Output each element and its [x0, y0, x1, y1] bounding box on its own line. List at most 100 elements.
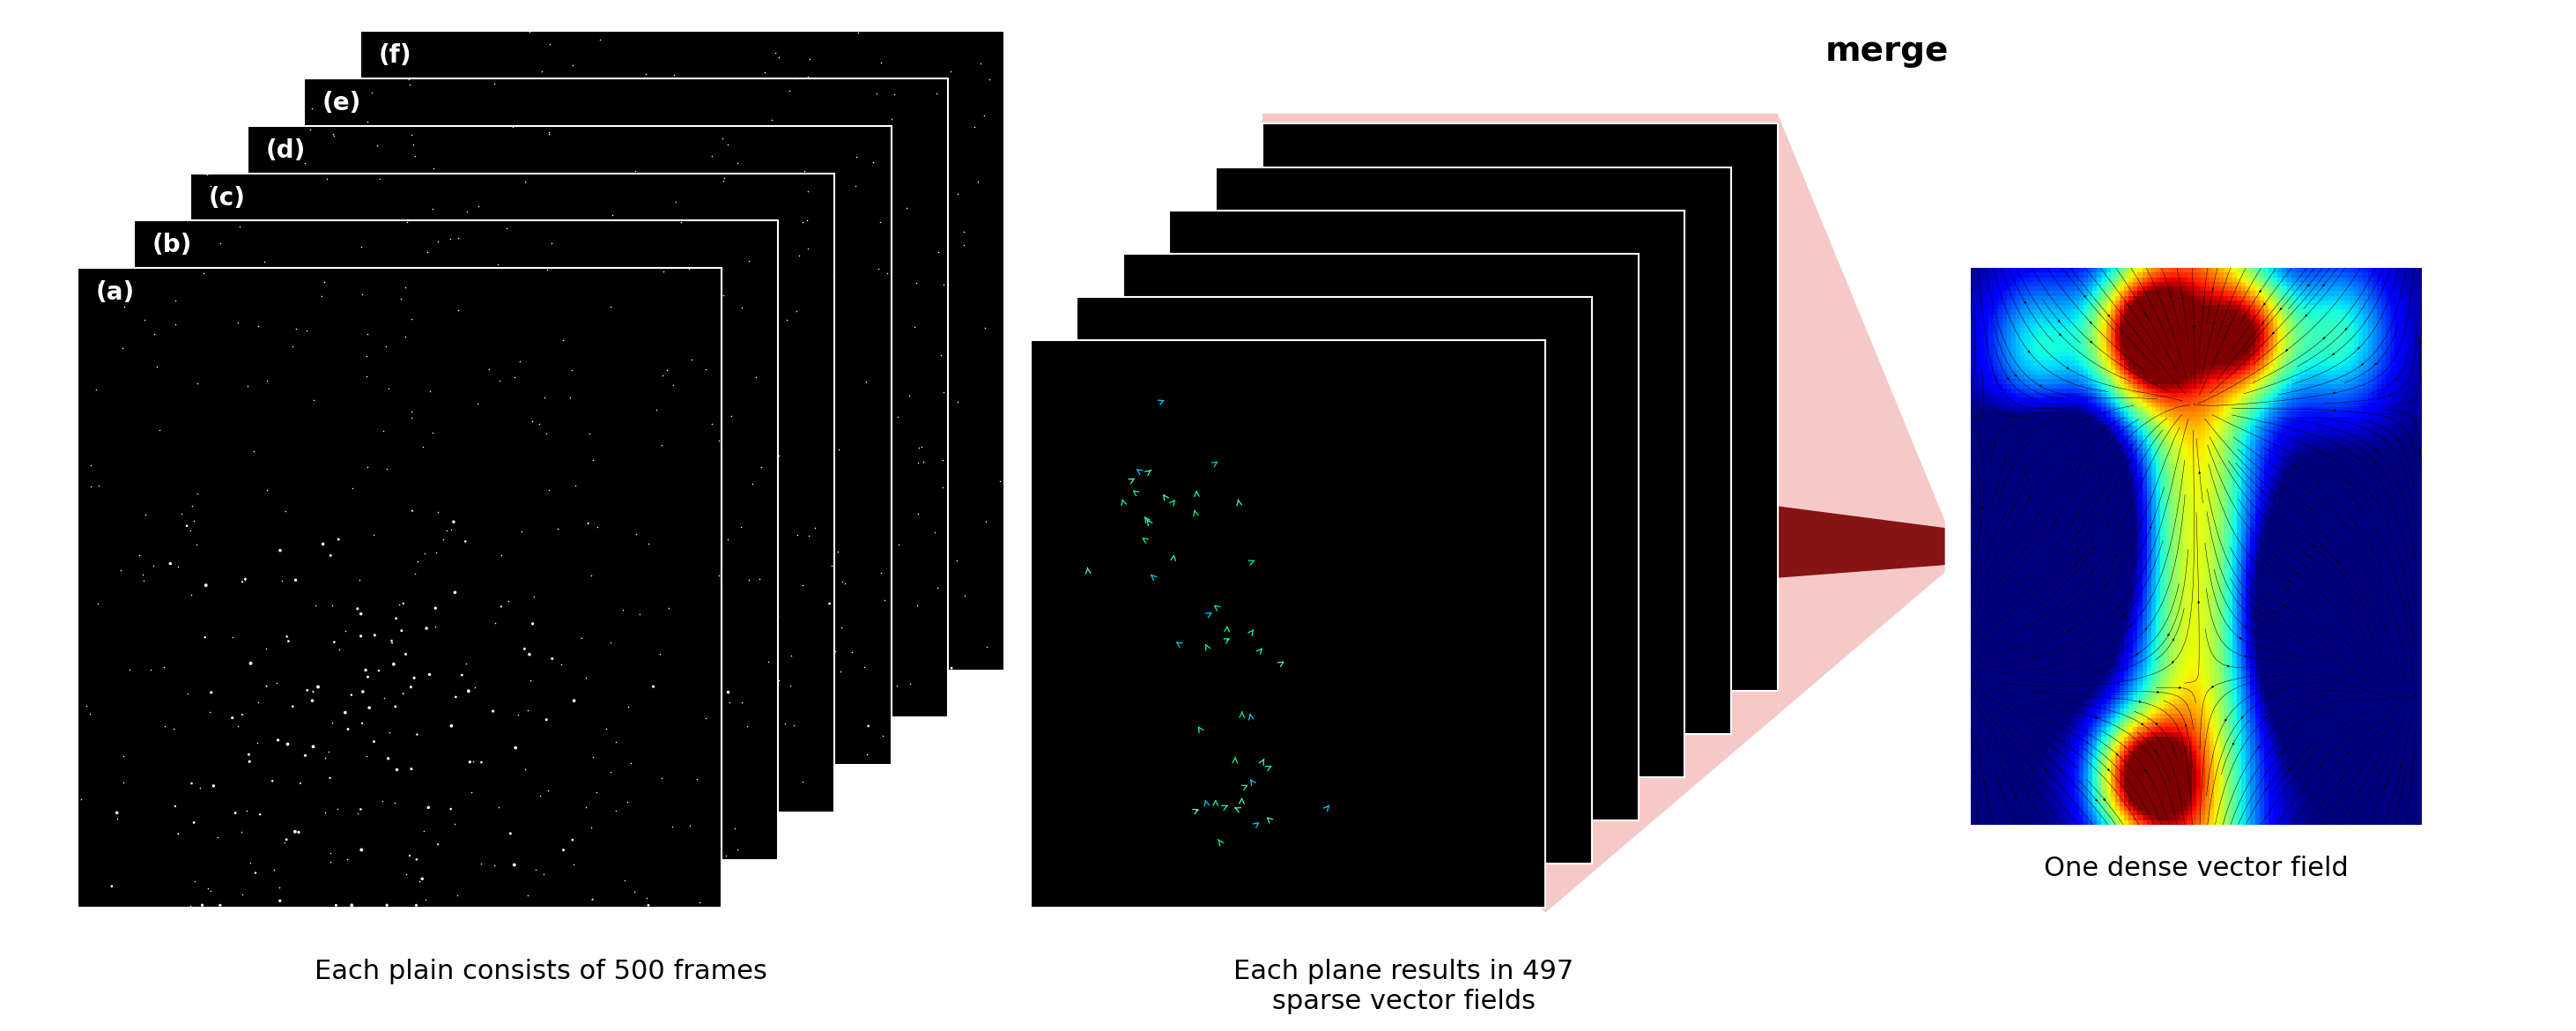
- Point: [711, 401, 752, 418]
- Point: [647, 362, 688, 378]
- Point: [502, 325, 544, 341]
- Point: [734, 345, 775, 362]
- Point: [392, 420, 433, 436]
- Point: [652, 612, 693, 629]
- Point: [621, 134, 662, 151]
- Point: [281, 560, 322, 576]
- Point: [724, 691, 765, 707]
- Point: [683, 260, 724, 276]
- Point: [317, 460, 358, 476]
- Point: [590, 643, 631, 660]
- Point: [752, 775, 793, 792]
- Point: [376, 267, 417, 284]
- Point: [435, 850, 477, 866]
- Point: [482, 546, 523, 563]
- Point: [662, 572, 703, 589]
- Point: [332, 404, 374, 421]
- Point: [917, 244, 958, 261]
- Point: [353, 760, 394, 776]
- Point: [489, 418, 531, 434]
- Point: [616, 707, 657, 724]
- Point: [469, 401, 510, 418]
- Point: [204, 432, 245, 448]
- Point: [572, 420, 613, 436]
- Point: [332, 555, 374, 571]
- Point: [129, 754, 170, 770]
- Point: [471, 533, 513, 550]
- Point: [402, 870, 443, 887]
- Point: [507, 532, 549, 548]
- Point: [914, 469, 956, 486]
- Point: [523, 389, 564, 405]
- Point: [652, 376, 693, 393]
- Point: [551, 57, 592, 73]
- Point: [281, 493, 322, 509]
- Point: [698, 318, 739, 334]
- Point: [263, 812, 304, 829]
- Point: [538, 650, 580, 666]
- Point: [618, 608, 659, 625]
- Point: [564, 642, 605, 659]
- Point: [672, 456, 714, 472]
- Point: [966, 639, 1007, 656]
- Point: [639, 589, 680, 605]
- Point: [737, 493, 778, 509]
- Point: [155, 343, 196, 360]
- Point: [755, 602, 796, 619]
- Point: [652, 819, 693, 835]
- Point: [523, 594, 564, 610]
- Point: [440, 480, 482, 497]
- Point: [775, 302, 817, 319]
- Point: [417, 836, 459, 853]
- Point: [920, 347, 961, 364]
- Point: [425, 509, 466, 526]
- Point: [229, 757, 270, 773]
- Point: [489, 529, 531, 545]
- Point: [917, 579, 958, 596]
- Point: [930, 64, 971, 80]
- Point: [595, 575, 636, 592]
- Point: [690, 147, 732, 164]
- Point: [276, 572, 317, 589]
- Point: [474, 639, 515, 656]
- Point: [634, 539, 675, 556]
- Point: [592, 540, 634, 557]
- Point: [379, 695, 420, 711]
- Point: [680, 177, 721, 194]
- Point: [567, 769, 608, 786]
- Point: [822, 379, 863, 396]
- Point: [685, 574, 726, 591]
- Point: [667, 505, 708, 522]
- Point: [404, 475, 446, 492]
- Point: [685, 497, 726, 513]
- Point: [528, 124, 569, 140]
- Point: [788, 534, 829, 551]
- Point: [644, 241, 685, 258]
- Point: [397, 553, 438, 569]
- Point: [520, 503, 562, 520]
- Point: [657, 602, 698, 619]
- Point: [505, 461, 546, 477]
- Point: [510, 580, 551, 597]
- Point: [487, 620, 528, 636]
- Point: [260, 750, 301, 766]
- Point: [513, 431, 554, 447]
- Point: [538, 521, 580, 537]
- Point: [698, 461, 739, 477]
- Point: [662, 437, 703, 454]
- Point: [696, 749, 737, 765]
- Point: [611, 288, 652, 304]
- Point: [546, 452, 587, 468]
- Point: [515, 431, 556, 447]
- Point: [430, 648, 471, 665]
- Point: [531, 542, 572, 559]
- Point: [376, 544, 417, 561]
- Point: [559, 596, 600, 612]
- Point: [229, 746, 270, 763]
- Point: [474, 291, 515, 307]
- Point: [595, 619, 636, 635]
- Point: [683, 576, 724, 593]
- Point: [538, 401, 580, 418]
- Point: [626, 271, 667, 288]
- Point: [301, 369, 343, 386]
